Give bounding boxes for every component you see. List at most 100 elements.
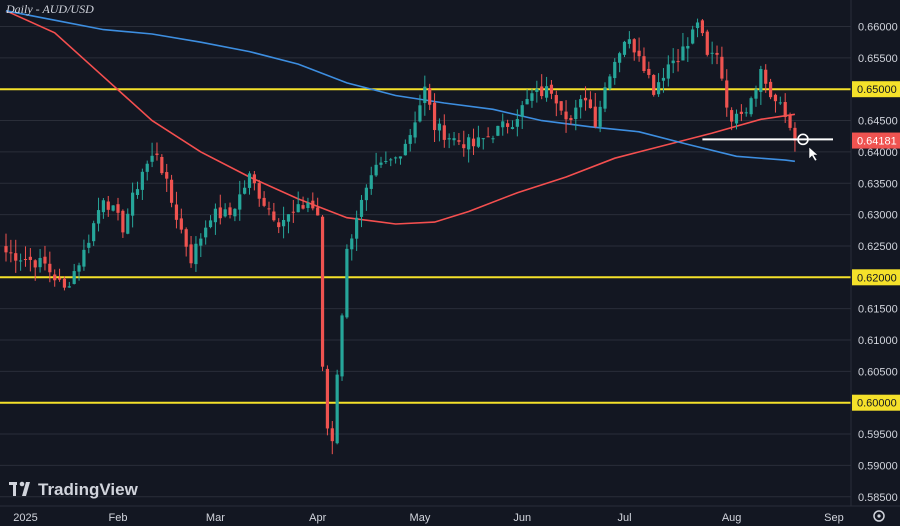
moving-average-line (5, 10, 796, 225)
candle-body (579, 99, 583, 108)
candle-body (666, 64, 670, 79)
candle (208, 215, 213, 229)
candle-body (169, 179, 174, 203)
candle (457, 133, 461, 146)
candle (169, 174, 174, 208)
candle-body (62, 278, 67, 288)
candle-body (359, 199, 364, 217)
candle (364, 184, 368, 211)
candle (452, 132, 456, 146)
candle (691, 25, 695, 45)
candle-body (759, 69, 763, 92)
candle (350, 234, 354, 261)
candle (291, 200, 295, 223)
settings-gear-icon[interactable] (873, 510, 885, 522)
candle-body (340, 315, 344, 377)
key-level-label: 0.65000 (857, 84, 897, 96)
candle-body (408, 135, 412, 144)
candle-body (588, 99, 592, 109)
time-axis[interactable]: 2025 Feb Mar Apr May Jun Jul Aug Sep (13, 512, 843, 524)
candle (686, 37, 690, 62)
last-price-label: 0.64181 (857, 136, 897, 148)
candle (467, 133, 471, 163)
candle-body (101, 200, 105, 213)
candle-body (213, 208, 218, 223)
candle (267, 201, 271, 216)
candle (9, 239, 13, 263)
candle (773, 93, 778, 113)
candle-body (725, 80, 729, 108)
candle (408, 128, 412, 152)
candle-body (730, 110, 734, 122)
price-tick-label: 0.65500 (858, 53, 898, 65)
candle (442, 114, 446, 148)
candle-body (457, 140, 461, 142)
candle (632, 38, 636, 61)
price-axis[interactable]: 0.58500 0.59000 0.59500 0.60000 0.60500 0.610… (852, 22, 900, 504)
candle (710, 41, 714, 65)
candle (661, 68, 666, 93)
candle (510, 120, 515, 130)
candle-body (608, 76, 612, 89)
candle-body (764, 69, 768, 84)
candle (476, 125, 480, 149)
price-tick-label: 0.61500 (858, 304, 898, 316)
candle-body (671, 60, 675, 64)
candle (788, 112, 792, 131)
price-tick-label: 0.59500 (858, 429, 898, 441)
candle-body (277, 222, 281, 228)
candle (330, 421, 334, 455)
candle (384, 151, 388, 164)
candle (179, 208, 183, 234)
candle (194, 236, 198, 272)
candle-body (530, 93, 534, 101)
candle (437, 118, 442, 142)
key-level-label: 0.60000 (857, 398, 897, 410)
candle (496, 125, 500, 137)
candle-body (691, 29, 695, 44)
candle (57, 268, 62, 282)
time-tick-label: Feb (109, 512, 128, 524)
candle-body (145, 163, 149, 172)
time-tick-label: Sep (824, 512, 844, 524)
candle (4, 233, 8, 262)
candle (608, 74, 612, 91)
candle-body (476, 137, 480, 147)
candle-body (179, 218, 183, 230)
candle (462, 130, 466, 157)
candle (681, 32, 685, 61)
candle-body (603, 87, 607, 109)
candle-body (423, 86, 427, 103)
candle-body (306, 202, 310, 209)
candle-body (613, 61, 617, 79)
candle (700, 19, 705, 37)
candle-body (739, 111, 743, 114)
candle-body (442, 125, 446, 140)
candle-body (506, 123, 510, 127)
candle (320, 215, 325, 372)
candle-body (793, 127, 797, 141)
candle (432, 93, 437, 143)
tradingview-logo: TradingView (9, 480, 139, 499)
candle (627, 31, 631, 49)
candle-body (520, 105, 524, 117)
candle-body (296, 204, 300, 213)
candle-body (437, 123, 442, 131)
candle-body (428, 87, 432, 105)
time-tick-label: Mar (206, 512, 225, 524)
candle (549, 80, 554, 100)
candle-body (335, 374, 339, 444)
candle (671, 48, 675, 74)
candle-body (291, 211, 295, 213)
candle-body (121, 210, 125, 233)
price-tick-label: 0.63000 (858, 210, 898, 222)
candle (379, 156, 383, 168)
candle (33, 259, 37, 281)
candle (389, 157, 393, 167)
candle-body (67, 286, 71, 288)
candle-body (452, 138, 456, 141)
crosshair-circle-icon (797, 133, 809, 146)
candle (316, 197, 320, 216)
candle-body (788, 114, 792, 128)
